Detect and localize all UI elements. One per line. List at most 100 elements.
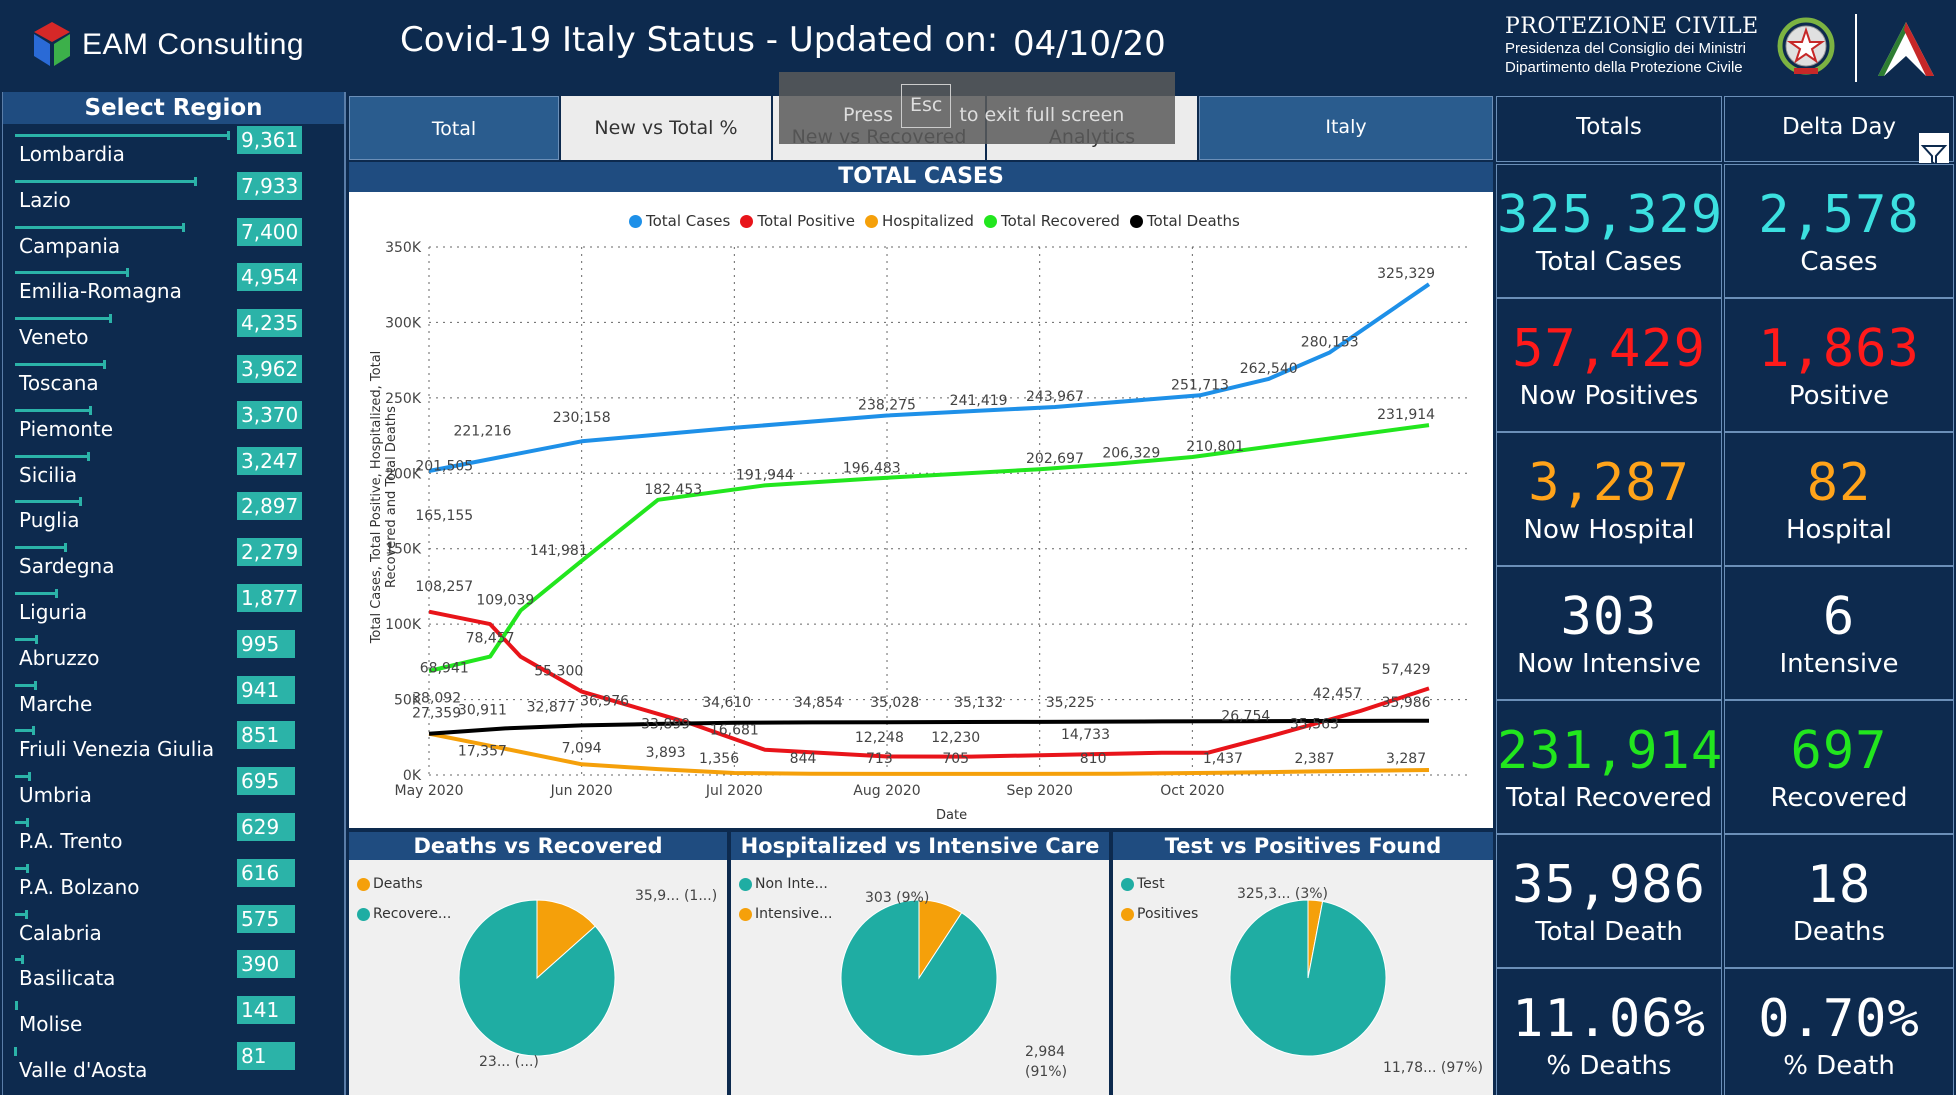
tab-total[interactable]: Total [349, 96, 559, 160]
pie-slice-deaths[interactable] [536, 899, 596, 980]
esc-key[interactable]: Esc [901, 84, 952, 128]
pie-slice-non-intensive[interactable] [840, 899, 998, 1057]
pie-legend-item[interactable]: Test [1121, 876, 1198, 892]
data-label: 35,225 [1046, 695, 1095, 711]
region-item[interactable]: Molise 141 [3, 996, 343, 1048]
pie-svg[interactable] [349, 860, 727, 1095]
region-bar [15, 500, 82, 504]
region-bar [15, 317, 113, 321]
region-item[interactable]: Basilicata 390 [3, 950, 343, 1002]
region-item[interactable]: Friuli Venezia Giulia 851 [3, 721, 343, 773]
region-name: Veneto [19, 325, 89, 350]
data-label: 14,733 [1061, 727, 1110, 743]
region-name: Emilia-Romagna [19, 279, 182, 304]
data-label: 705 [942, 751, 969, 767]
pie-legend-label: Non Inte... [755, 876, 828, 892]
kpi-label: Now Positives [1519, 381, 1699, 411]
kpi-label: Total Recovered [1505, 783, 1713, 813]
region-item[interactable]: Veneto 4,235 [3, 309, 343, 361]
data-label: 35,028 [870, 695, 919, 711]
kpi-value: 1,863 [1758, 319, 1920, 379]
chart-legend-item[interactable]: Hospitalized [864, 212, 974, 230]
kpi-value: 18 [1806, 855, 1872, 915]
region-item[interactable]: Piemonte 3,370 [3, 400, 343, 453]
kpi-value: 6 [1822, 587, 1856, 647]
region-item[interactable]: Sicilia 3,247 [3, 446, 343, 499]
region-value: 2,279 [237, 538, 303, 567]
region-bar [15, 225, 185, 229]
chart-legend-item[interactable]: Total Deaths [1129, 212, 1240, 230]
data-label: 7,094 [562, 740, 602, 756]
region-item[interactable]: Valle d'Aosta 81 [3, 1042, 343, 1094]
pie-slice-test[interactable] [1229, 899, 1387, 1057]
kpi-card-delta: 0.70%% Death [1724, 968, 1954, 1095]
data-label: 325,329 [1377, 266, 1435, 282]
region-bar [15, 592, 59, 595]
region-item[interactable]: Emilia-Romagna 4,954 [3, 263, 343, 315]
pie-legend-item[interactable]: Intensive... [739, 906, 832, 922]
filter-icon[interactable] [1919, 133, 1949, 167]
line-chart-svg[interactable]: 0K 50K 100K 150K 200K 250K 300K 350K May 2020 Jun… [349, 202, 1493, 822]
series-line-hospitalized [428, 731, 1430, 776]
region-value: 941 [237, 675, 295, 704]
kpi-value: 0.70% [1758, 989, 1920, 1049]
data-label: 231,914 [1377, 407, 1435, 423]
region-slicer-title: Select Region [3, 92, 344, 124]
data-label: 165,155 [415, 508, 473, 524]
pie-legend-item[interactable]: Recovere... [357, 906, 451, 922]
kpi-label: Cases [1800, 247, 1878, 277]
pie-svg[interactable] [731, 860, 1109, 1095]
data-label: 1,437 [1203, 751, 1243, 767]
pie-legend-item[interactable]: Positives [1121, 906, 1198, 922]
pie-label-top: 35,9... (1...) [635, 888, 718, 904]
chart-legend-item[interactable]: Total Positive [740, 212, 855, 230]
region-item[interactable]: Campania 7,400 [3, 217, 343, 270]
region-value: 629 [237, 813, 295, 841]
region-slicer: Select Region Lombardia 9,361 Lazio 7,933 Ca… [2, 92, 346, 1095]
region-bar-end [25, 909, 29, 919]
data-label: 1,356 [699, 751, 739, 767]
region-item[interactable]: Umbria 695 [3, 767, 343, 819]
region-bar-end [181, 222, 185, 232]
pie-legend-item[interactable]: Deaths [357, 876, 451, 892]
legend-label: Total Deaths [1146, 212, 1240, 230]
tab-new-vs-total[interactable]: New vs Total % [561, 96, 771, 160]
kpi-label: % Deaths [1546, 1051, 1672, 1081]
data-label: 238,275 [858, 398, 916, 414]
region-item[interactable]: Toscana 3,962 [3, 355, 343, 407]
pie-svg[interactable] [1113, 860, 1493, 1095]
data-label: 221,216 [453, 423, 511, 439]
chart-legend-item[interactable]: Total Recovered [983, 212, 1120, 230]
region-item[interactable]: Calabria 575 [3, 904, 343, 957]
legend-dot [629, 214, 642, 228]
data-label: 196,483 [843, 461, 901, 477]
region-name: Puglia [19, 508, 80, 533]
header-divider [1855, 14, 1857, 82]
data-label: 57,429 [1382, 662, 1431, 678]
chart-legend-item[interactable]: Total Cases [629, 212, 730, 230]
region-item[interactable]: Lazio 7,933 [3, 171, 343, 224]
region-item[interactable]: Abruzzo 995 [3, 629, 343, 682]
region-name: Lombardia [19, 142, 125, 166]
region-item[interactable]: P.A. Bolzano 616 [3, 858, 343, 911]
kpi-value: 325,329 [1497, 185, 1724, 245]
region-bar-end [78, 497, 82, 507]
tab-italy[interactable]: Italy [1199, 96, 1493, 160]
region-bar [15, 729, 35, 733]
region-value: 616 [237, 858, 295, 887]
pie-slice-recovered[interactable] [458, 899, 616, 1057]
region-item[interactable]: P.A. Trento 629 [3, 813, 343, 865]
x-tick-label: Aug 2020 [853, 783, 920, 799]
region-item[interactable]: Puglia 2,897 [3, 492, 343, 544]
region-value: 9,361 [237, 126, 303, 154]
region-bar-end [194, 176, 198, 186]
pc-title: PROTEZIONE CIVILE [1505, 14, 1759, 39]
region-item[interactable]: Lombardia 9,361 [3, 126, 343, 178]
region-item[interactable]: Liguria 1,877 [3, 584, 343, 636]
pie-legend-item[interactable]: Non Inte... [739, 876, 832, 892]
region-item[interactable]: Marche 941 [3, 675, 343, 728]
region-bar-end [15, 1001, 19, 1011]
region-bar-end [31, 726, 35, 736]
kpi-card-delta: 1,863 Positive [1724, 298, 1954, 432]
region-item[interactable]: Sardegna 2,279 [3, 538, 343, 590]
